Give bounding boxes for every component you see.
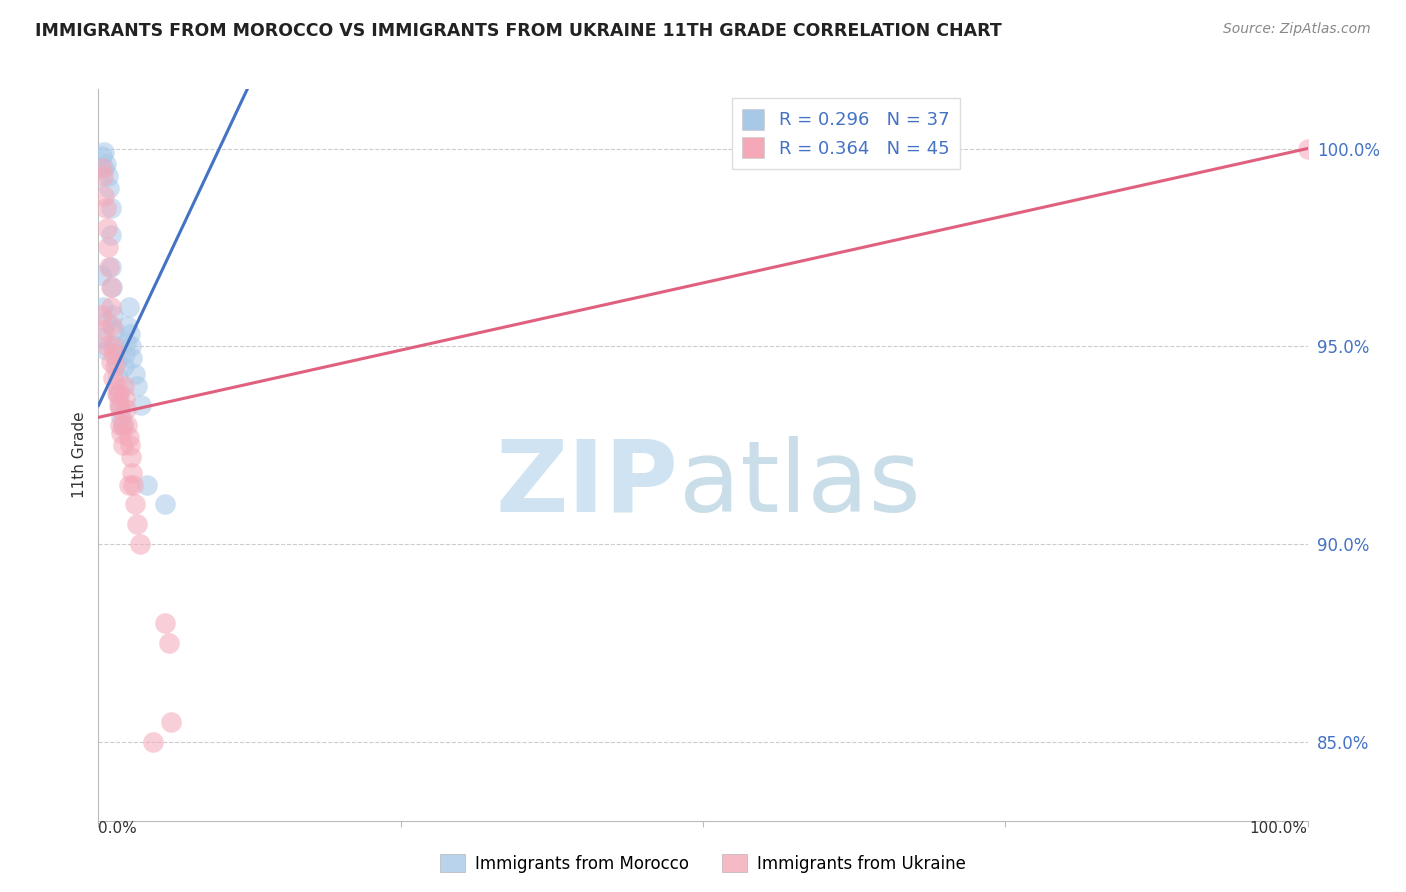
Point — [135, 477, 157, 491]
Point — [129, 399, 152, 413]
Point — [111, 418, 134, 433]
Point — [91, 169, 114, 184]
Point — [94, 157, 117, 171]
Point — [114, 347, 136, 361]
Point — [104, 339, 127, 353]
Text: Source: ZipAtlas.com: Source: ZipAtlas.com — [1223, 22, 1371, 37]
Point — [100, 260, 122, 274]
Point — [160, 714, 183, 729]
Point — [121, 466, 143, 480]
Point — [114, 391, 136, 405]
Point — [90, 268, 112, 282]
Point — [108, 399, 131, 413]
Point — [120, 450, 142, 464]
Text: ZIP: ZIP — [496, 435, 679, 533]
Point — [100, 300, 122, 314]
Text: atlas: atlas — [679, 435, 921, 533]
Point — [91, 300, 114, 314]
Point — [93, 145, 115, 160]
Point — [98, 260, 121, 274]
Text: IMMIGRANTS FROM MOROCCO VS IMMIGRANTS FROM UKRAINE 11TH GRADE CORRELATION CHART: IMMIGRANTS FROM MOROCCO VS IMMIGRANTS FR… — [35, 22, 1002, 40]
Point — [96, 220, 118, 235]
Point — [118, 477, 141, 491]
Point — [153, 497, 176, 511]
Point — [91, 149, 114, 163]
Point — [105, 355, 128, 369]
Point — [100, 280, 122, 294]
Point — [98, 181, 121, 195]
Point — [118, 327, 141, 342]
Point — [91, 331, 114, 345]
Point — [96, 316, 118, 330]
Point — [142, 734, 165, 748]
Point — [108, 402, 131, 417]
Point — [111, 418, 134, 433]
Point — [107, 386, 129, 401]
Point — [118, 438, 141, 452]
Point — [97, 169, 120, 184]
Point — [100, 280, 122, 294]
Legend: R = 0.296   N = 37, R = 0.364   N = 45: R = 0.296 N = 37, R = 0.364 N = 45 — [731, 98, 960, 169]
Point — [104, 359, 127, 373]
Point — [110, 410, 132, 425]
Point — [101, 308, 124, 322]
Point — [127, 378, 149, 392]
Point — [121, 351, 143, 365]
Point — [101, 371, 124, 385]
Text: 100.0%: 100.0% — [1250, 821, 1308, 836]
Point — [157, 636, 180, 650]
Point — [100, 228, 122, 243]
Legend: Immigrants from Morocco, Immigrants from Ukraine: Immigrants from Morocco, Immigrants from… — [433, 847, 973, 880]
Point — [115, 402, 138, 417]
Point — [93, 189, 115, 203]
Point — [96, 339, 118, 353]
Point — [107, 371, 129, 385]
Point — [127, 517, 149, 532]
Point — [101, 339, 124, 353]
Point — [118, 300, 141, 314]
Point — [111, 438, 134, 452]
Point — [153, 615, 176, 630]
Point — [112, 378, 135, 392]
Point — [97, 240, 120, 254]
Point — [93, 323, 115, 337]
Point — [108, 386, 131, 401]
Y-axis label: 11th Grade: 11th Grade — [72, 411, 87, 499]
Point — [112, 359, 135, 373]
Point — [110, 426, 132, 441]
Point — [105, 386, 128, 401]
Point — [100, 319, 122, 334]
Point — [122, 477, 145, 491]
Point — [124, 367, 146, 381]
Point — [115, 335, 138, 350]
Point — [90, 308, 112, 322]
Point — [117, 418, 139, 433]
Point — [105, 378, 128, 392]
Point — [108, 418, 131, 433]
Point — [94, 201, 117, 215]
Point — [124, 497, 146, 511]
Point — [103, 347, 125, 361]
Point — [93, 161, 115, 176]
Point — [117, 319, 139, 334]
Point — [108, 399, 131, 413]
Point — [1296, 141, 1319, 155]
Point — [100, 201, 122, 215]
Point — [91, 161, 114, 176]
Text: 0.0%: 0.0% — [98, 821, 138, 836]
Point — [118, 430, 141, 444]
Point — [120, 339, 142, 353]
Point — [128, 537, 150, 551]
Point — [100, 355, 122, 369]
Point — [94, 343, 117, 358]
Point — [103, 323, 125, 337]
